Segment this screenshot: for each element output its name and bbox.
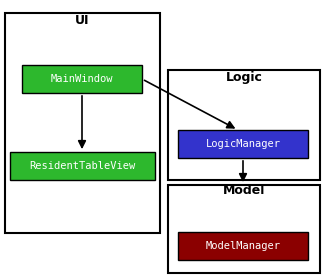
Text: ResidentTableView: ResidentTableView [29, 161, 136, 171]
Bar [5, 13, 160, 233]
Bar [178, 130, 308, 158]
Bar [168, 70, 320, 180]
Text: LogicManager: LogicManager [205, 139, 280, 149]
Text: UI: UI [75, 14, 89, 26]
Text: ModelManager: ModelManager [205, 241, 280, 251]
Text: Model: Model [223, 185, 265, 197]
Text: MainWindow: MainWindow [51, 74, 113, 84]
Bar [168, 185, 320, 273]
Bar [22, 65, 142, 93]
Text: Logic: Logic [226, 71, 262, 85]
Bar [10, 152, 155, 180]
Bar [178, 232, 308, 260]
